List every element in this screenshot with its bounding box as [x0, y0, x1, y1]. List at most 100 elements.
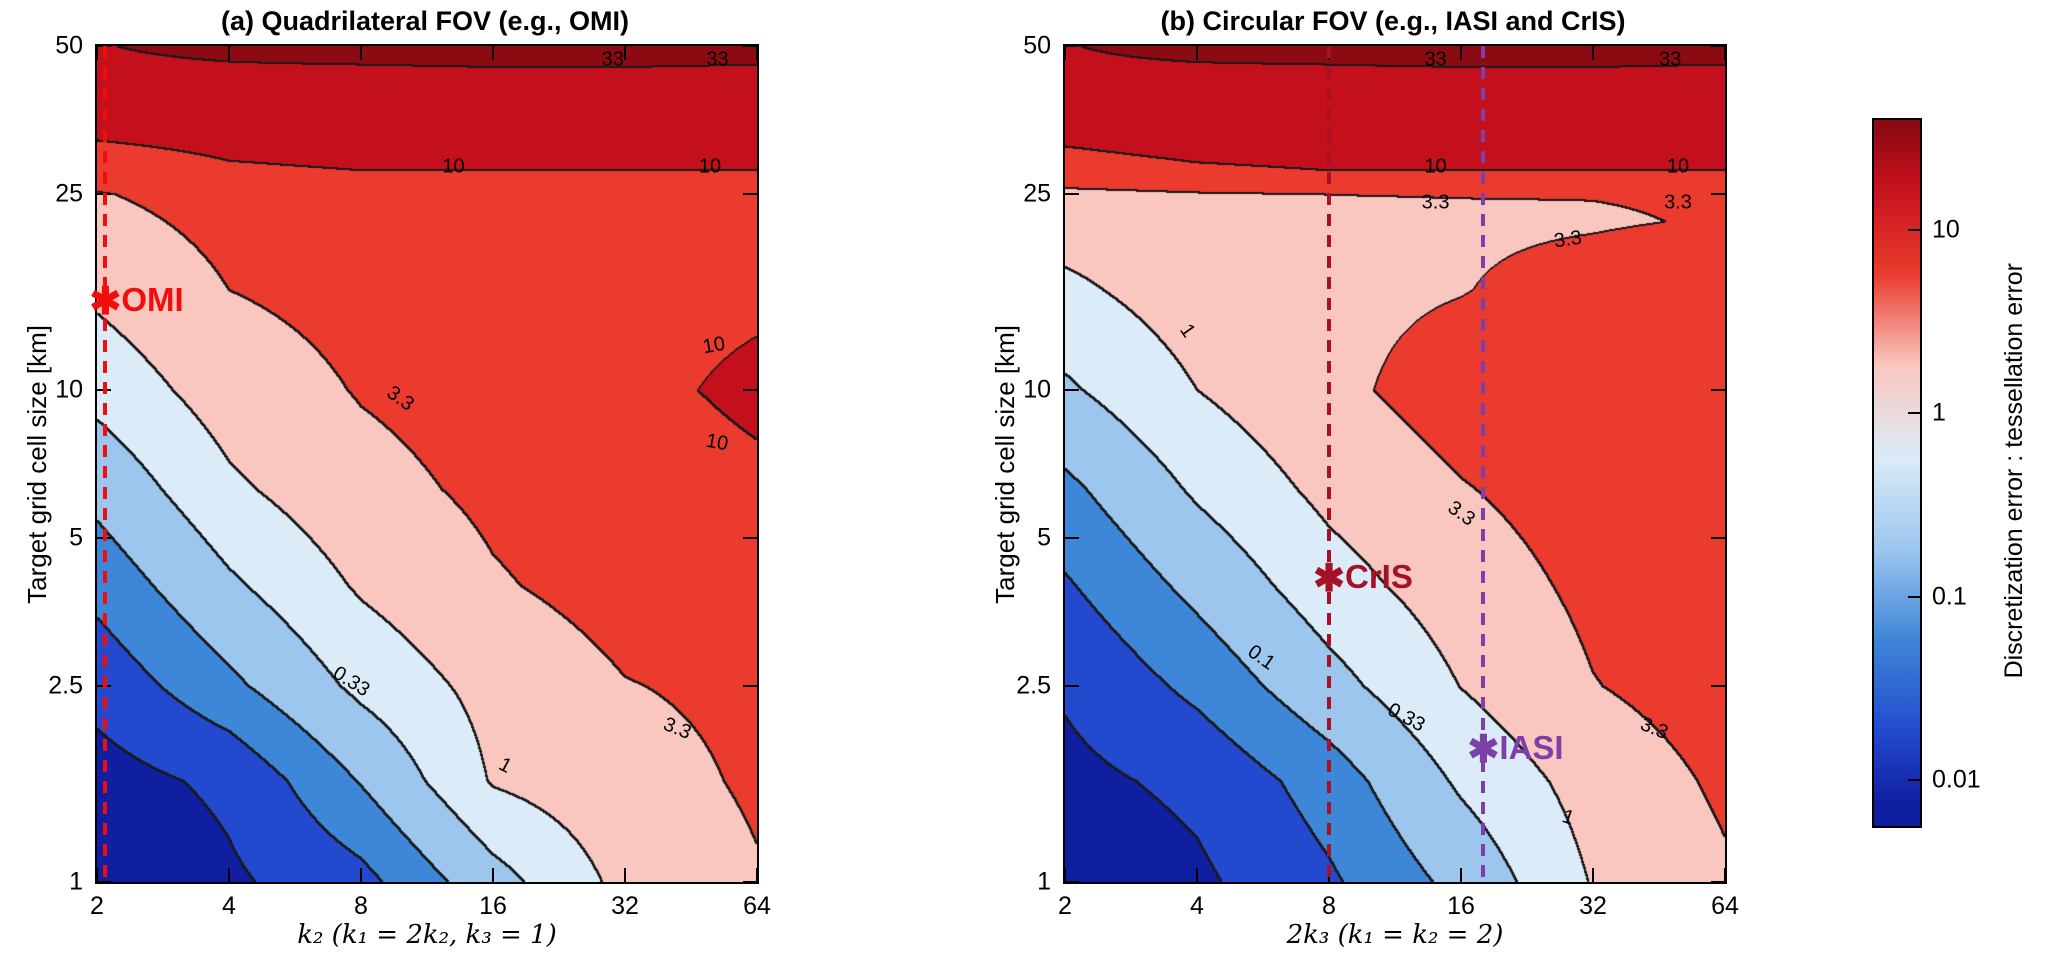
omi-marker: ✱ — [89, 281, 122, 324]
contour-label: 3.3 — [1664, 191, 1692, 214]
y-tick-mark — [1065, 881, 1079, 883]
panel-a-title: (a) Quadrilateral FOV (e.g., OMI) — [220, 6, 630, 36]
x-tick-label: 32 — [611, 892, 639, 920]
panel-b-contour-canvas — [1065, 46, 1725, 882]
cris-label: CrIS — [1345, 558, 1413, 596]
colorbar-title-text: Discretization error : tessellation erro… — [1999, 263, 2028, 679]
y-tick-mark-right — [743, 685, 757, 688]
x-tick-label: 16 — [1447, 892, 1475, 920]
x-tick-mark — [756, 868, 758, 882]
y-tick-mark-right — [1711, 193, 1725, 196]
y-tick-mark-right — [1711, 881, 1725, 883]
panel-a-ylabel-text: Target grid cell size [km] — [21, 324, 52, 604]
panel-b-ylabel: Target grid cell size [km] — [987, 44, 1023, 884]
y-tick-label: 10 — [55, 375, 83, 404]
colorbar-title: Discretization error : tessellation erro… — [1992, 118, 2036, 824]
x-tick-mark — [228, 868, 230, 882]
panel-a-plot: 33 33 10 10 10 10 3.3 3.3 1 0.33 ✱ OMI — [89, 44, 759, 884]
y-tick-label: 50 — [1023, 31, 1051, 60]
colorbar — [1872, 118, 1922, 828]
panel-a-contour-canvas — [97, 46, 757, 882]
x-tick-label: 4 — [222, 892, 236, 920]
x-tick-mark — [1592, 868, 1594, 882]
y-tick-mark — [1065, 537, 1079, 540]
y-tick-label: 2.5 — [48, 671, 83, 700]
colorbar-tick-mark — [1908, 229, 1920, 232]
y-tick-label: 5 — [1037, 523, 1051, 552]
x-tick-mark-top — [1196, 46, 1198, 60]
y-tick-label: 1 — [69, 867, 83, 896]
contour-label: 33 — [601, 48, 624, 71]
contour-label: 10 — [442, 155, 465, 178]
contour-label: 10 — [698, 155, 722, 178]
y-tick-label: 2.5 — [1016, 671, 1051, 700]
panel-b: (b) Circular FOV (e.g., IASI and CrIS) T… — [990, 0, 1739, 958]
x-tick-mark-top — [756, 46, 758, 60]
panel-a-xlabel: k₂ (k₁ = 2k₂, k₃ = 1) — [297, 920, 557, 950]
contour-label: 10 — [1424, 155, 1447, 178]
y-tick-mark-right — [743, 45, 757, 47]
contour-label: 3.3 — [1421, 191, 1450, 214]
panel-a-ylabel: Target grid cell size [km] — [19, 44, 55, 884]
x-tick-mark-top — [624, 46, 626, 60]
contour-label: 10 — [700, 332, 727, 358]
panel-b-plot: 33 33 10 10 3.3 3.3 3.3 1 3.3 0.1 0.33 1 3.3 ✱ CrIS ✱ IA… — [1063, 44, 1727, 884]
x-tick-mark — [96, 868, 98, 882]
colorbar-tick-mark — [1908, 412, 1920, 415]
y-tick-mark-right — [1711, 45, 1725, 47]
x-tick-label: 64 — [743, 892, 771, 920]
colorbar-tick-mark — [1908, 779, 1920, 782]
contour-label: 3.3 — [1552, 226, 1583, 253]
y-tick-label: 5 — [69, 523, 83, 552]
panel-b-title: (b) Circular FOV (e.g., IASI and CrIS) — [1160, 6, 1626, 36]
contour-label: 10 — [704, 429, 731, 456]
x-tick-mark-top — [492, 46, 494, 60]
colorbar-tick-mark — [1908, 595, 1920, 598]
y-tick-label: 1 — [1037, 867, 1051, 896]
panel-a: (a) Quadrilateral FOV (e.g., OMI) Target… — [22, 0, 771, 958]
x-tick-mark — [1064, 868, 1066, 882]
cris-reference-line — [1327, 46, 1331, 882]
contour-label: 10 — [1666, 155, 1690, 178]
x-tick-label: 32 — [1579, 892, 1607, 920]
colorbar-tick-label: 0.1 — [1932, 582, 1967, 611]
y-tick-mark — [1065, 685, 1079, 688]
y-tick-label: 10 — [1023, 375, 1051, 404]
omi-label: OMI — [121, 281, 184, 319]
y-tick-mark-right — [1711, 685, 1725, 688]
x-tick-label: 8 — [354, 892, 368, 920]
x-tick-label: 8 — [1322, 892, 1336, 920]
x-tick-label: 64 — [1711, 892, 1739, 920]
iasi-label: IASI — [1499, 728, 1564, 766]
x-tick-mark — [1460, 868, 1462, 882]
y-tick-mark — [97, 881, 111, 883]
y-tick-mark-right — [1711, 537, 1725, 540]
contour-label: 33 — [706, 48, 729, 71]
x-tick-mark — [360, 868, 362, 882]
x-tick-mark — [1724, 868, 1726, 882]
contour-label: 33 — [1659, 48, 1682, 71]
colorbar-tick-label: 1 — [1932, 398, 1946, 427]
y-tick-mark-right — [743, 193, 757, 196]
y-tick-mark — [1065, 45, 1079, 47]
x-tick-mark — [624, 868, 626, 882]
y-tick-mark-right — [1711, 388, 1725, 391]
y-tick-mark — [1065, 193, 1079, 196]
y-tick-mark-right — [743, 881, 757, 883]
iasi-marker: ✱ — [1467, 728, 1500, 771]
x-tick-mark — [1196, 868, 1198, 882]
x-tick-mark-top — [1724, 46, 1726, 60]
colorbar-tick-label: 10 — [1932, 215, 1960, 244]
cris-marker: ✱ — [1313, 558, 1345, 601]
iasi-reference-line — [1481, 46, 1486, 882]
panel-b-xlabel: 2k₃ (k₁ = k₂ = 2) — [1286, 920, 1504, 950]
x-tick-mark-top — [360, 46, 362, 60]
y-tick-mark-right — [743, 537, 757, 540]
x-tick-mark-top — [1064, 46, 1066, 60]
x-tick-label: 4 — [1190, 892, 1204, 920]
x-tick-mark — [492, 868, 494, 882]
y-tick-mark-right — [743, 388, 757, 391]
contour-label: 33 — [1424, 48, 1447, 71]
y-tick-label: 25 — [1023, 179, 1051, 208]
